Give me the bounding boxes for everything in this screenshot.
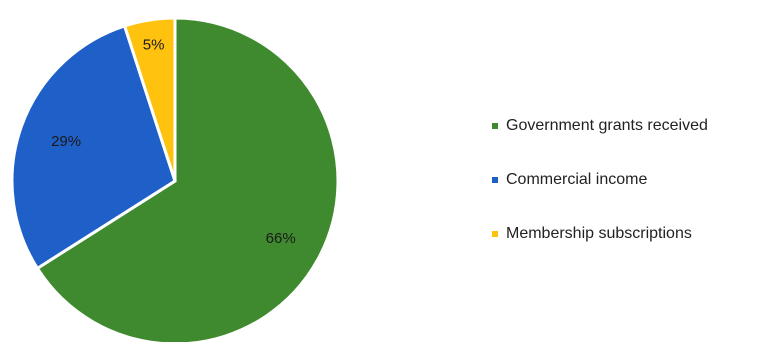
data-label-membership-subscriptions: 5% [143, 37, 165, 54]
legend-label-government-grants: Government grants received [506, 116, 708, 134]
pie-slice-commercial-income [10, 24, 177, 271]
legend-swatch-commercial-income [492, 176, 498, 183]
pie-slice-membership-subscriptions [122, 16, 177, 182]
data-label-commercial-income: 29% [51, 133, 81, 150]
data-label-government-grants: 66% [266, 230, 296, 247]
legend-label-commercial-income: Commercial income [506, 170, 648, 188]
pie-slices [10, 16, 340, 342]
legend: Government grants received Commercial in… [492, 112, 708, 247]
legend-item-commercial-income: Commercial income [492, 166, 708, 193]
pie-data-labels: 66% 29% 5% [51, 37, 296, 247]
legend-item-government-grants: Government grants received [492, 112, 708, 139]
legend-label-membership-subscriptions: Membership subscriptions [506, 224, 692, 242]
legend-item-membership-subscriptions: Membership subscriptions [492, 220, 708, 247]
pie-slice-government-grants [35, 16, 340, 342]
legend-swatch-government-grants [492, 122, 498, 129]
legend-swatch-membership-subscriptions [492, 230, 498, 237]
